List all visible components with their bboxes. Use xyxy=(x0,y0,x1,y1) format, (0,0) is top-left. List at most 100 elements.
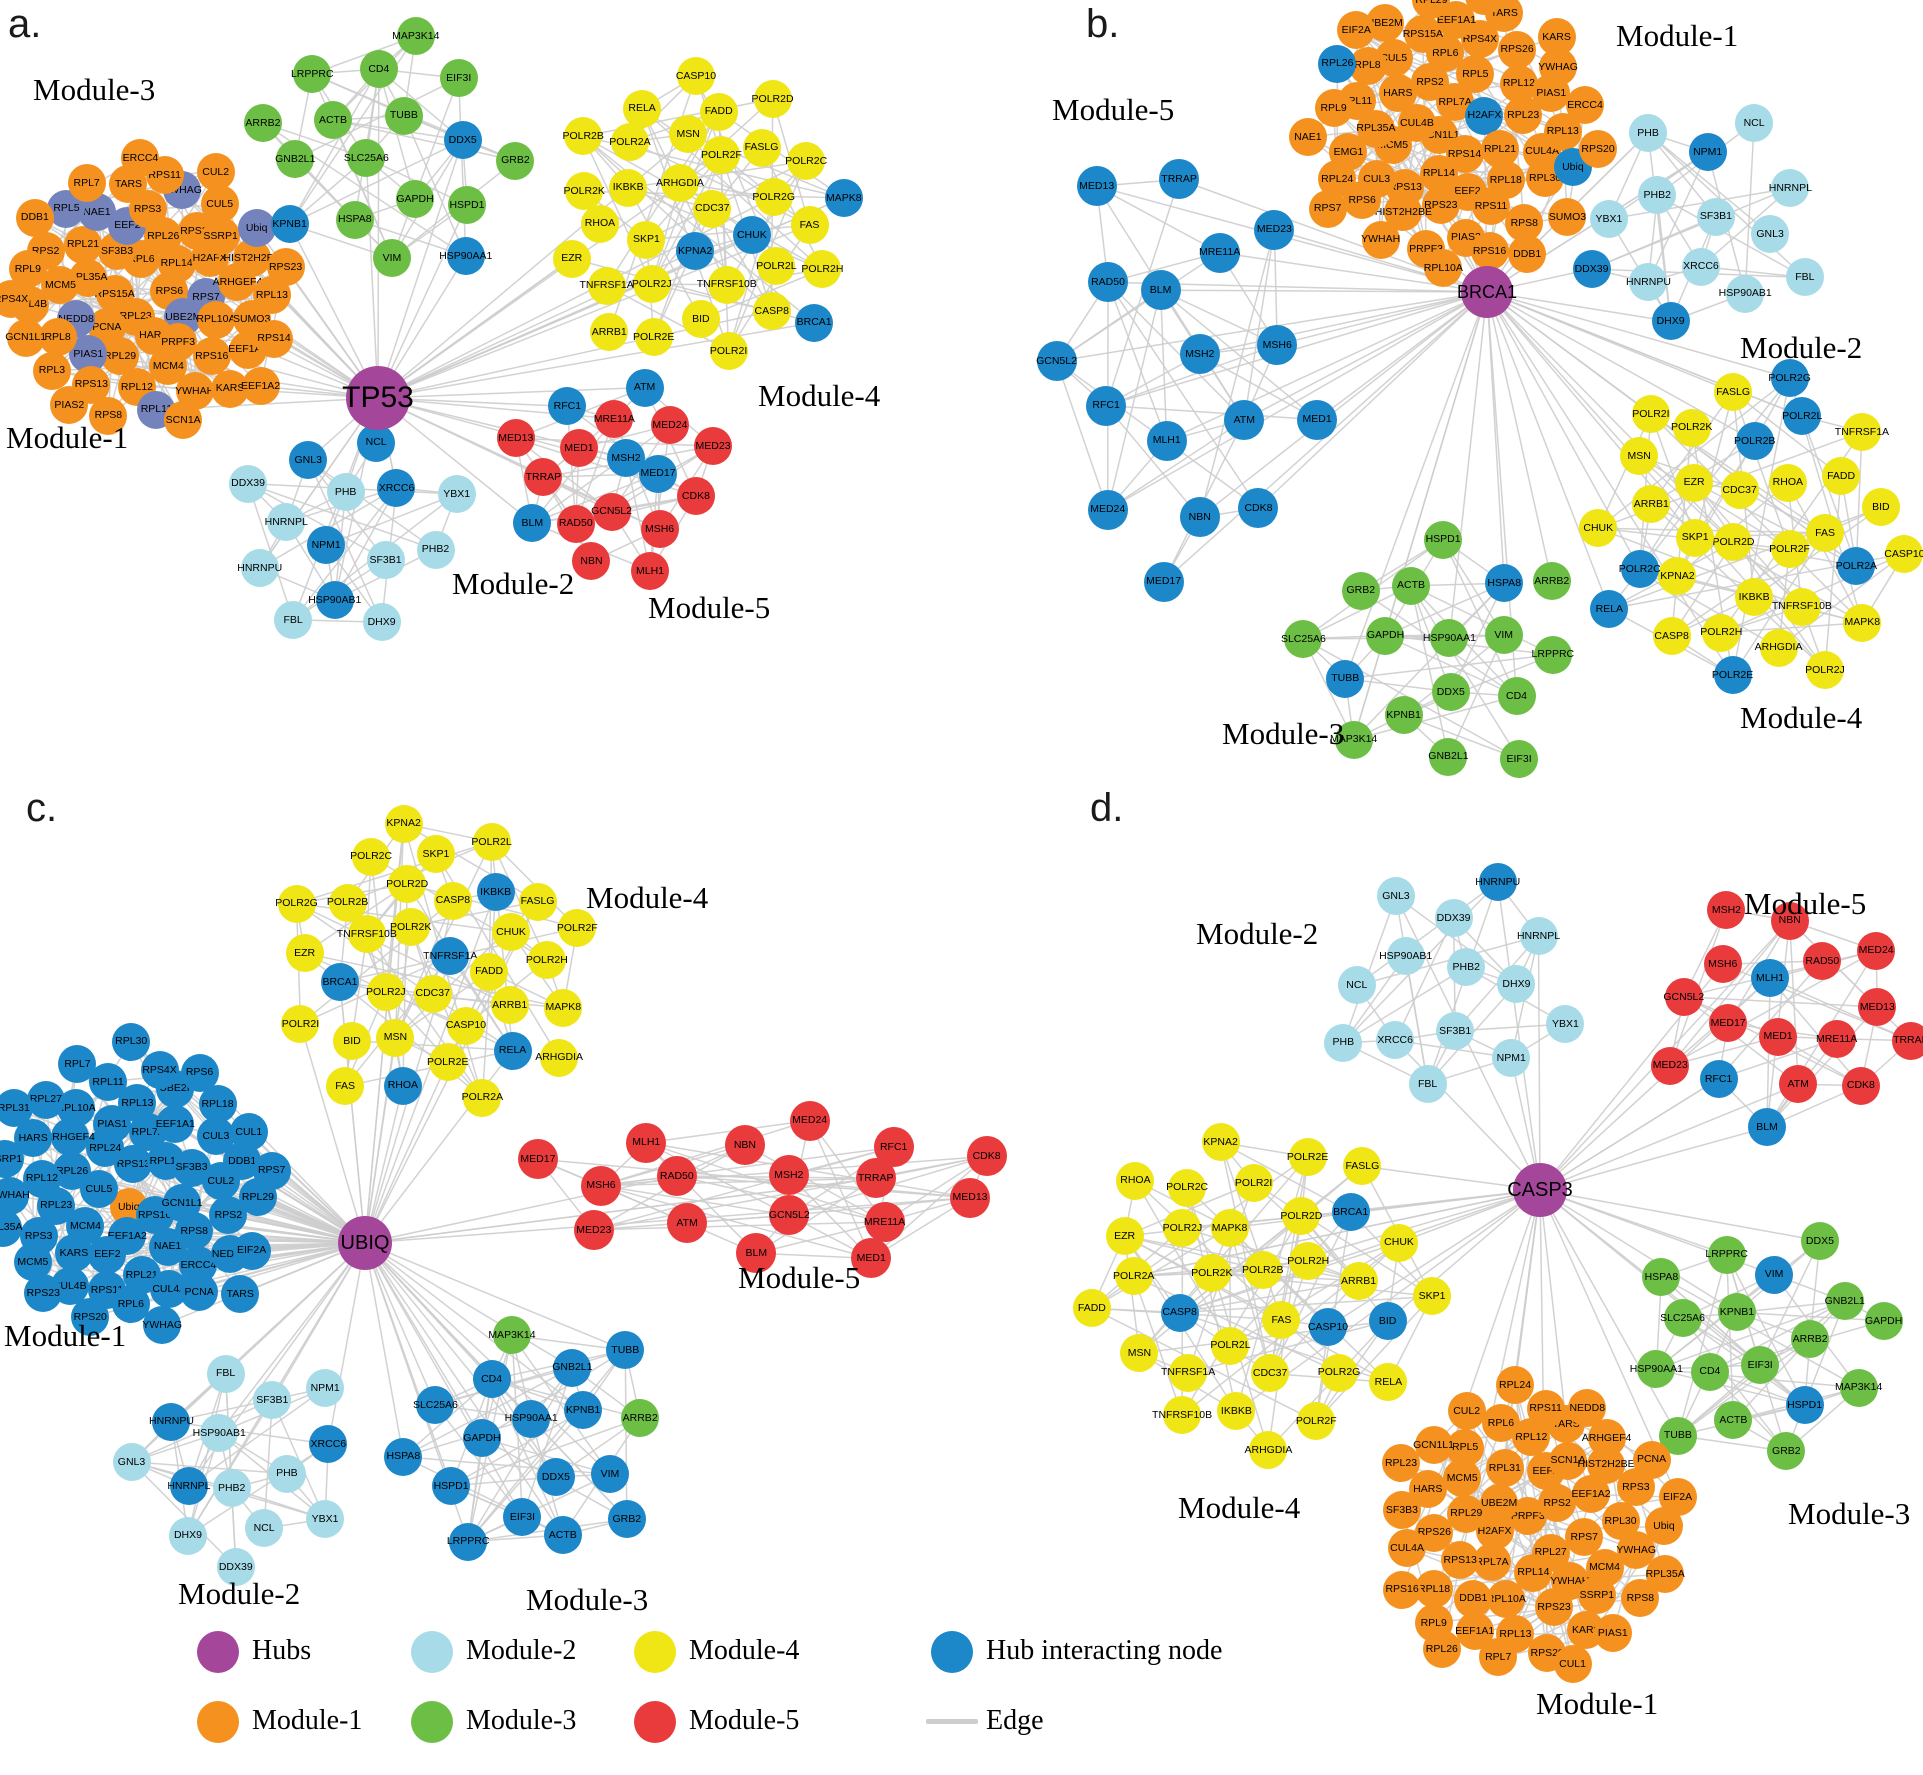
node-Ubiq[interactable]: Ubiq xyxy=(237,209,276,248)
node-MED23[interactable]: MED23 xyxy=(1651,1046,1690,1085)
node-SKP1[interactable]: SKP1 xyxy=(1676,518,1715,557)
node-POLR2G[interactable]: POLR2G xyxy=(275,884,318,923)
node-MAP3K14[interactable]: MAP3K14 xyxy=(1835,1368,1882,1407)
node-MSH6[interactable]: MSH6 xyxy=(1703,945,1742,984)
node-CASP10[interactable]: CASP10 xyxy=(1308,1308,1348,1346)
node-GNB2L1[interactable]: GNB2L1 xyxy=(1825,1282,1865,1321)
node-FBL[interactable]: FBL xyxy=(1408,1064,1447,1103)
node-MLH1[interactable]: MLH1 xyxy=(626,1122,667,1163)
node-ATM[interactable]: ATM xyxy=(1224,399,1265,440)
node-EIF3I[interactable]: EIF3I xyxy=(1500,739,1539,778)
node-PHB[interactable]: PHB xyxy=(326,472,365,511)
node-PHB2[interactable]: PHB2 xyxy=(212,1469,251,1508)
node-CDK8[interactable]: CDK8 xyxy=(1841,1066,1880,1105)
node-SKP1[interactable]: SKP1 xyxy=(627,220,666,259)
node-MSN[interactable]: MSN xyxy=(376,1018,415,1057)
node-GAPDH[interactable]: GAPDH xyxy=(462,1419,501,1458)
node-POLR2A[interactable]: POLR2A xyxy=(462,1078,503,1117)
node-GNL3[interactable]: GNL3 xyxy=(112,1442,151,1481)
node-PHB2[interactable]: PHB2 xyxy=(416,530,455,569)
node-SLC25A6[interactable]: SLC25A6 xyxy=(1281,619,1326,658)
node-YBX1[interactable]: YBX1 xyxy=(437,474,476,513)
node-POLR2B[interactable]: POLR2B xyxy=(1242,1251,1283,1290)
node-CUL4A[interactable]: CUL4A xyxy=(1388,1529,1427,1568)
node-MLH1[interactable]: MLH1 xyxy=(1146,420,1187,461)
node-GNL3[interactable]: GNL3 xyxy=(1376,877,1415,916)
node-POLR2C[interactable]: POLR2C xyxy=(350,837,392,876)
node-CASP10[interactable]: CASP10 xyxy=(1884,534,1923,573)
node-FADD[interactable]: FADD xyxy=(1072,1289,1111,1328)
node-DDX39[interactable]: DDX39 xyxy=(1434,899,1473,938)
node-DDX5[interactable]: DDX5 xyxy=(536,1457,575,1496)
node-RHOA[interactable]: RHOA xyxy=(580,204,619,243)
node-MSH2[interactable]: MSH2 xyxy=(1179,334,1220,375)
node-SF3B3[interactable]: SF3B3 xyxy=(1382,1490,1421,1529)
node-HSPD1[interactable]: HSPD1 xyxy=(1785,1386,1824,1425)
node-MLH1[interactable]: MLH1 xyxy=(631,551,670,590)
node-RPL10A[interactable]: RPL10A xyxy=(1487,1579,1526,1618)
node-POLR2A[interactable]: POLR2A xyxy=(1836,546,1877,585)
node-HNRNPU[interactable]: HNRNPU xyxy=(1475,863,1520,902)
node-PHB[interactable]: PHB xyxy=(267,1454,306,1493)
node-MSH6[interactable]: MSH6 xyxy=(581,1165,622,1206)
node-RFC1[interactable]: RFC1 xyxy=(873,1127,914,1168)
node-SLC25A6[interactable]: SLC25A6 xyxy=(1660,1299,1705,1338)
node-NPM1[interactable]: NPM1 xyxy=(1492,1038,1531,1077)
node-MRE11A[interactable]: MRE11A xyxy=(594,399,635,438)
node-MED1[interactable]: MED1 xyxy=(1759,1017,1798,1056)
node-ARHGDIA[interactable]: ARHGDIA xyxy=(656,164,704,203)
node-TNFRSF10B[interactable]: TNFRSF10B xyxy=(697,265,757,304)
node-CUL2[interactable]: CUL2 xyxy=(1447,1392,1486,1431)
node-RPL35A[interactable]: RPL35A xyxy=(1646,1554,1685,1593)
node-POLR2G[interactable]: POLR2G xyxy=(1318,1353,1360,1392)
node-RELA[interactable]: RELA xyxy=(493,1031,532,1070)
node-RPL23[interactable]: RPL23 xyxy=(1382,1444,1421,1483)
node-RHOA[interactable]: RHOA xyxy=(1768,463,1807,502)
node-RPS15A[interactable]: RPS15A xyxy=(1403,14,1443,53)
node-IKBKB[interactable]: IKBKB xyxy=(476,873,515,912)
node-MED24[interactable]: MED24 xyxy=(650,406,689,445)
node-TRRAP[interactable]: TRRAP xyxy=(1891,1021,1923,1060)
node-EZR[interactable]: EZR xyxy=(1675,463,1714,502)
node-MED1[interactable]: MED1 xyxy=(559,429,598,468)
node-MED17[interactable]: MED17 xyxy=(639,454,678,493)
node-SF3B1[interactable]: SF3B1 xyxy=(1696,197,1735,236)
node-ARHGDIA[interactable]: ARHGDIA xyxy=(1244,1430,1292,1469)
node-GCN1L1[interactable]: GCN1L1 xyxy=(1413,1426,1454,1465)
node-RPL7[interactable]: RPL7 xyxy=(67,163,106,202)
node-MED23[interactable]: MED23 xyxy=(1254,209,1295,250)
node-RHOA[interactable]: RHOA xyxy=(383,1066,422,1105)
node-FAS[interactable]: FAS xyxy=(790,206,829,245)
node-POLR2G[interactable]: POLR2G xyxy=(752,178,795,217)
node-HSP90AB1[interactable]: HSP90AB1 xyxy=(308,581,361,620)
node-CASP10[interactable]: CASP10 xyxy=(446,1006,486,1045)
node-POLR2L[interactable]: POLR2L xyxy=(756,246,797,285)
node-EIF2A[interactable]: EIF2A xyxy=(1658,1478,1697,1517)
node-DDX5[interactable]: DDX5 xyxy=(1431,672,1470,711)
node-GCN5L2[interactable]: GCN5L2 xyxy=(591,492,632,531)
node-EIF3I[interactable]: EIF3I xyxy=(439,59,478,98)
node-DHX9[interactable]: DHX9 xyxy=(1651,302,1690,341)
node-MAPK8[interactable]: MAPK8 xyxy=(1210,1208,1249,1247)
node-MED1[interactable]: MED1 xyxy=(1297,399,1338,440)
node-IKBKB[interactable]: IKBKB xyxy=(609,168,648,207)
node-POLR2D[interactable]: POLR2D xyxy=(752,79,794,118)
node-POLR2L[interactable]: POLR2L xyxy=(1210,1326,1251,1365)
node-EIF2A[interactable]: EIF2A xyxy=(232,1231,271,1270)
node-KPNB1[interactable]: KPNB1 xyxy=(270,205,309,244)
node-EEF1A2[interactable]: EEF1A2 xyxy=(241,367,280,406)
node-POLR2A[interactable]: POLR2A xyxy=(609,122,651,161)
node-MED13[interactable]: MED13 xyxy=(496,419,535,458)
node-POLR2K[interactable]: POLR2K xyxy=(1191,1253,1233,1292)
node-POLR2A[interactable]: POLR2A xyxy=(1113,1257,1154,1296)
node-FASLG[interactable]: FASLG xyxy=(742,128,781,167)
node-RPL29[interactable]: RPL29 xyxy=(1447,1494,1486,1533)
node-TUBB[interactable]: TUBB xyxy=(384,96,423,135)
node-POLR2I[interactable]: POLR2I xyxy=(709,331,748,370)
node-ACTB[interactable]: ACTB xyxy=(1392,566,1431,605)
node-ATM[interactable]: ATM xyxy=(667,1202,708,1243)
node-POLR2H[interactable]: POLR2H xyxy=(1700,613,1742,652)
node-POLR2E[interactable]: POLR2E xyxy=(427,1043,468,1082)
node-POLR2E[interactable]: POLR2E xyxy=(633,317,674,356)
node-MED17[interactable]: MED17 xyxy=(1143,561,1184,602)
